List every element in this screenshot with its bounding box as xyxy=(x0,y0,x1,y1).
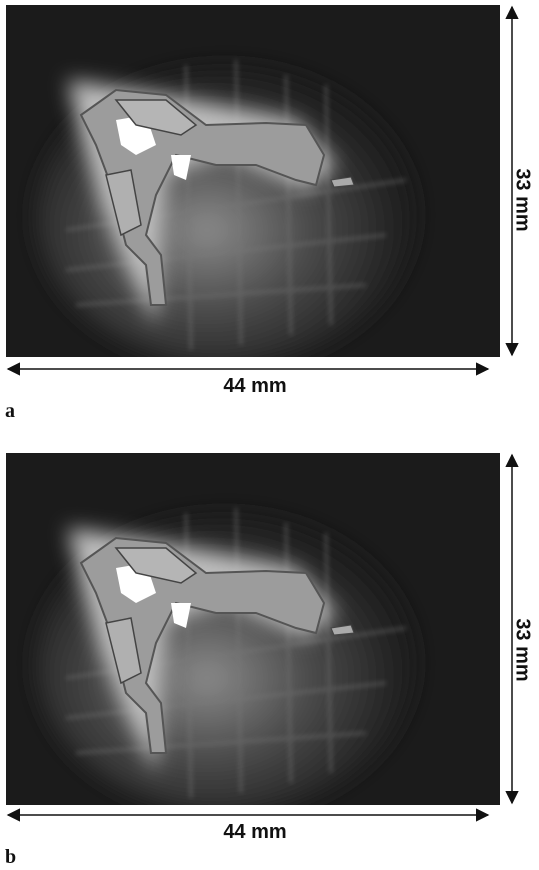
panel-label: b xyxy=(5,846,16,868)
height-label: 33 mm xyxy=(512,168,534,231)
image xyxy=(6,453,500,813)
height-label: 33 mm xyxy=(512,618,534,681)
image xyxy=(6,5,500,365)
panel-label: a xyxy=(5,400,15,422)
width-label: 44 mm xyxy=(223,375,286,397)
figure: 33 mm 44 mm a 33 mm 44 mm b xyxy=(0,0,539,870)
width-label: 44 mm xyxy=(223,821,286,843)
